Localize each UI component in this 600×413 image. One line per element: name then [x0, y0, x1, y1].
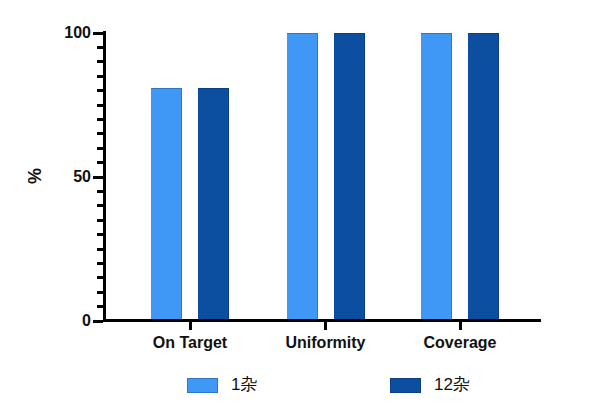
bar-1杂-coverage	[421, 33, 452, 319]
category-label-uniformity: Uniformity	[286, 333, 366, 353]
y-major-tick	[93, 32, 103, 35]
x-axis-line	[103, 319, 541, 322]
bar-chart: % 050100 On TargetUniformityCoverage 1杂1…	[0, 0, 600, 413]
x-category-tick	[459, 322, 462, 330]
y-tick-label: 100	[39, 23, 91, 43]
bar-12杂-on-target	[198, 88, 229, 319]
bar-1杂-uniformity	[287, 33, 318, 319]
legend-label-1杂: 1杂	[231, 376, 257, 394]
x-category-tick	[324, 322, 327, 330]
legend-swatch-1杂	[187, 378, 218, 393]
legend-label-12杂: 12杂	[434, 376, 470, 394]
y-major-tick	[93, 320, 103, 323]
y-tick-label: 0	[39, 311, 91, 331]
y-tick-label: 50	[39, 167, 91, 187]
legend-swatch-12杂	[390, 378, 421, 393]
legend-item-1杂: 1杂	[187, 376, 257, 394]
x-category-tick	[189, 322, 192, 330]
y-major-tick	[93, 176, 103, 179]
bar-12杂-uniformity	[334, 33, 365, 319]
bar-1杂-on-target	[151, 88, 182, 319]
category-label-on-target: On Target	[153, 333, 227, 353]
legend-item-12杂: 12杂	[390, 376, 470, 394]
category-label-coverage: Coverage	[424, 333, 497, 353]
y-axis-line	[103, 31, 106, 322]
bar-12杂-coverage	[468, 33, 499, 319]
